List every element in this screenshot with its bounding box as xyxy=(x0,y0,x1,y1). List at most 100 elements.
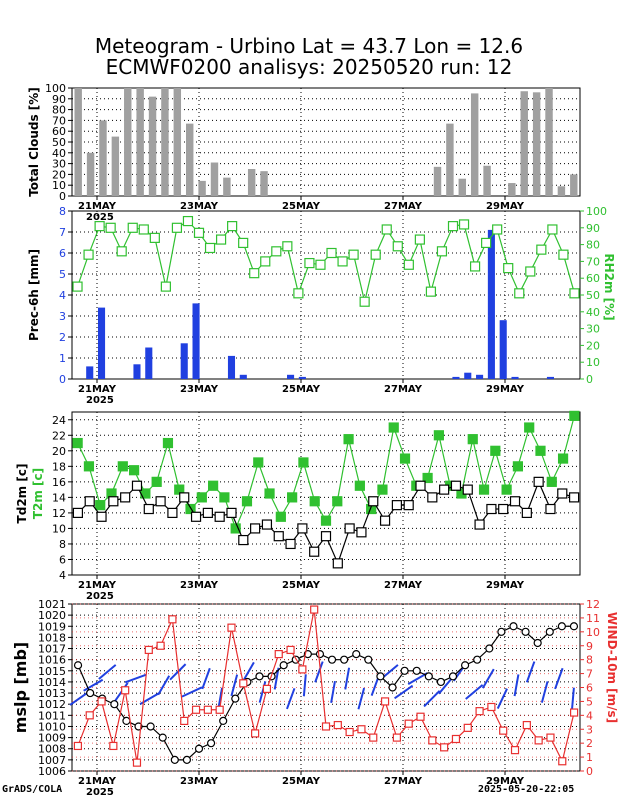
precip-y-tick-label: 1 xyxy=(59,352,66,365)
t2m-point xyxy=(546,476,557,487)
td2m-point xyxy=(450,480,462,491)
t2m-point xyxy=(377,484,388,495)
temp-y-tick-label: 6 xyxy=(59,553,66,566)
mslp-x-tick-label: 25MAY xyxy=(282,776,321,787)
clouds-y-tick-label: 50 xyxy=(52,136,66,149)
cloud-bar xyxy=(260,171,268,196)
mslp-y2-tick-label: 10 xyxy=(586,626,600,639)
mslp-y-tick-label: 1019 xyxy=(38,620,66,633)
wind-point xyxy=(156,641,165,650)
mslp-point xyxy=(497,627,506,636)
clouds-y-tick-label: 10 xyxy=(52,179,66,192)
td2m-point xyxy=(96,511,107,522)
t2m-point xyxy=(388,422,399,433)
wind-point xyxy=(345,727,354,737)
t2m-point xyxy=(162,437,174,449)
wind-barb xyxy=(201,667,211,690)
t2m-point xyxy=(185,503,196,515)
td2m-point xyxy=(368,496,379,507)
rh2m-point xyxy=(94,221,105,232)
mslp-point xyxy=(485,644,494,653)
td2m-point xyxy=(297,523,308,534)
mslp-y-tick-label: 1012 xyxy=(38,698,66,711)
temp-y-tick-label: 16 xyxy=(52,476,66,489)
wind-point xyxy=(522,720,531,730)
t2m-point xyxy=(557,453,569,464)
mslp-point xyxy=(509,622,518,631)
cloud-bar xyxy=(161,88,169,196)
mslp-y2-tick-label: 5 xyxy=(586,695,593,708)
mslp-x-tick-label: 23MAY xyxy=(180,776,219,787)
rh2m-point xyxy=(558,249,569,260)
wind-point xyxy=(475,707,484,716)
wind-barb xyxy=(98,664,117,680)
temp-y-tick-label: 10 xyxy=(52,522,66,535)
rh2m-point xyxy=(271,246,282,257)
precip-bar xyxy=(511,376,519,379)
rh2m-point xyxy=(547,224,558,235)
mslp-point xyxy=(376,672,385,681)
t2m-point xyxy=(524,422,535,433)
wind-point xyxy=(510,746,520,755)
t2m-point xyxy=(219,492,230,503)
precip-bar xyxy=(287,374,295,379)
precip-bar xyxy=(227,355,236,379)
mslp-y-tick-label: 1006 xyxy=(38,765,66,778)
wind-point xyxy=(144,645,153,655)
rh2m-point xyxy=(127,222,138,233)
clouds-y-axis-label: Total Clouds [%] xyxy=(27,87,41,197)
precip-y2-tick-label: 90 xyxy=(586,222,600,235)
cloud-bar xyxy=(124,88,132,196)
rh2m-point xyxy=(227,221,238,232)
wind-point xyxy=(227,623,236,632)
rh2m-point xyxy=(260,256,271,267)
precip-y-tick-label: 4 xyxy=(59,289,66,302)
wind-barb xyxy=(302,674,307,697)
cloud-bar xyxy=(185,123,194,196)
mslp-point xyxy=(533,638,542,648)
mslp-y-tick-label: 1017 xyxy=(38,643,66,656)
wind-barb xyxy=(169,663,187,681)
td2m-point xyxy=(108,496,119,507)
temp-y-tick-label: 4 xyxy=(59,569,66,582)
td2m-point xyxy=(285,538,296,550)
td2m-point xyxy=(356,527,367,538)
td2m-point xyxy=(332,558,343,569)
precip-x-tick-label: 27MAY xyxy=(384,384,423,395)
cloud-bar xyxy=(458,178,467,196)
rh2m-point xyxy=(514,288,525,299)
rh2m-point xyxy=(249,268,260,279)
mslp-point xyxy=(436,677,446,687)
mslp-y-tick-label: 1010 xyxy=(38,720,66,733)
footer-credit: GrADS/COLA xyxy=(2,784,63,795)
wind-y-axis-label: WIND-10m [m/s] xyxy=(605,612,618,723)
wind-point xyxy=(428,736,437,745)
rh2m-point xyxy=(149,232,160,243)
rh2m-point xyxy=(282,241,293,252)
precip-x-tick-label: 21MAY xyxy=(78,384,117,395)
wind-point xyxy=(321,722,331,731)
wind-point xyxy=(558,757,567,766)
temp-y-tick-label: 8 xyxy=(59,538,66,551)
t2m-point xyxy=(343,434,354,445)
td2m-point xyxy=(415,480,426,491)
t2m-point xyxy=(128,465,140,476)
td2m-point xyxy=(84,496,95,507)
wind-point xyxy=(121,686,130,695)
mslp-point xyxy=(557,622,566,631)
temp-y-tick-label: 24 xyxy=(52,414,66,427)
cloud-bar xyxy=(223,177,231,196)
wind-barb xyxy=(157,675,171,696)
cloud-bar xyxy=(111,136,120,196)
rh-y-axis-label: RH2m [%] xyxy=(602,253,616,320)
rh2m-point xyxy=(425,286,437,297)
mslp-y2-tick-label: 9 xyxy=(586,640,593,653)
cloud-bar xyxy=(433,166,442,196)
wind-point xyxy=(73,741,83,751)
precip-y-axis-label: Prec-6h [mm] xyxy=(27,249,41,341)
t2m-point xyxy=(253,457,264,468)
mslp-y-tick-label: 1013 xyxy=(38,687,66,700)
cloud-bar xyxy=(74,88,82,196)
td2m-point xyxy=(273,531,284,542)
td2m-point xyxy=(379,515,391,526)
